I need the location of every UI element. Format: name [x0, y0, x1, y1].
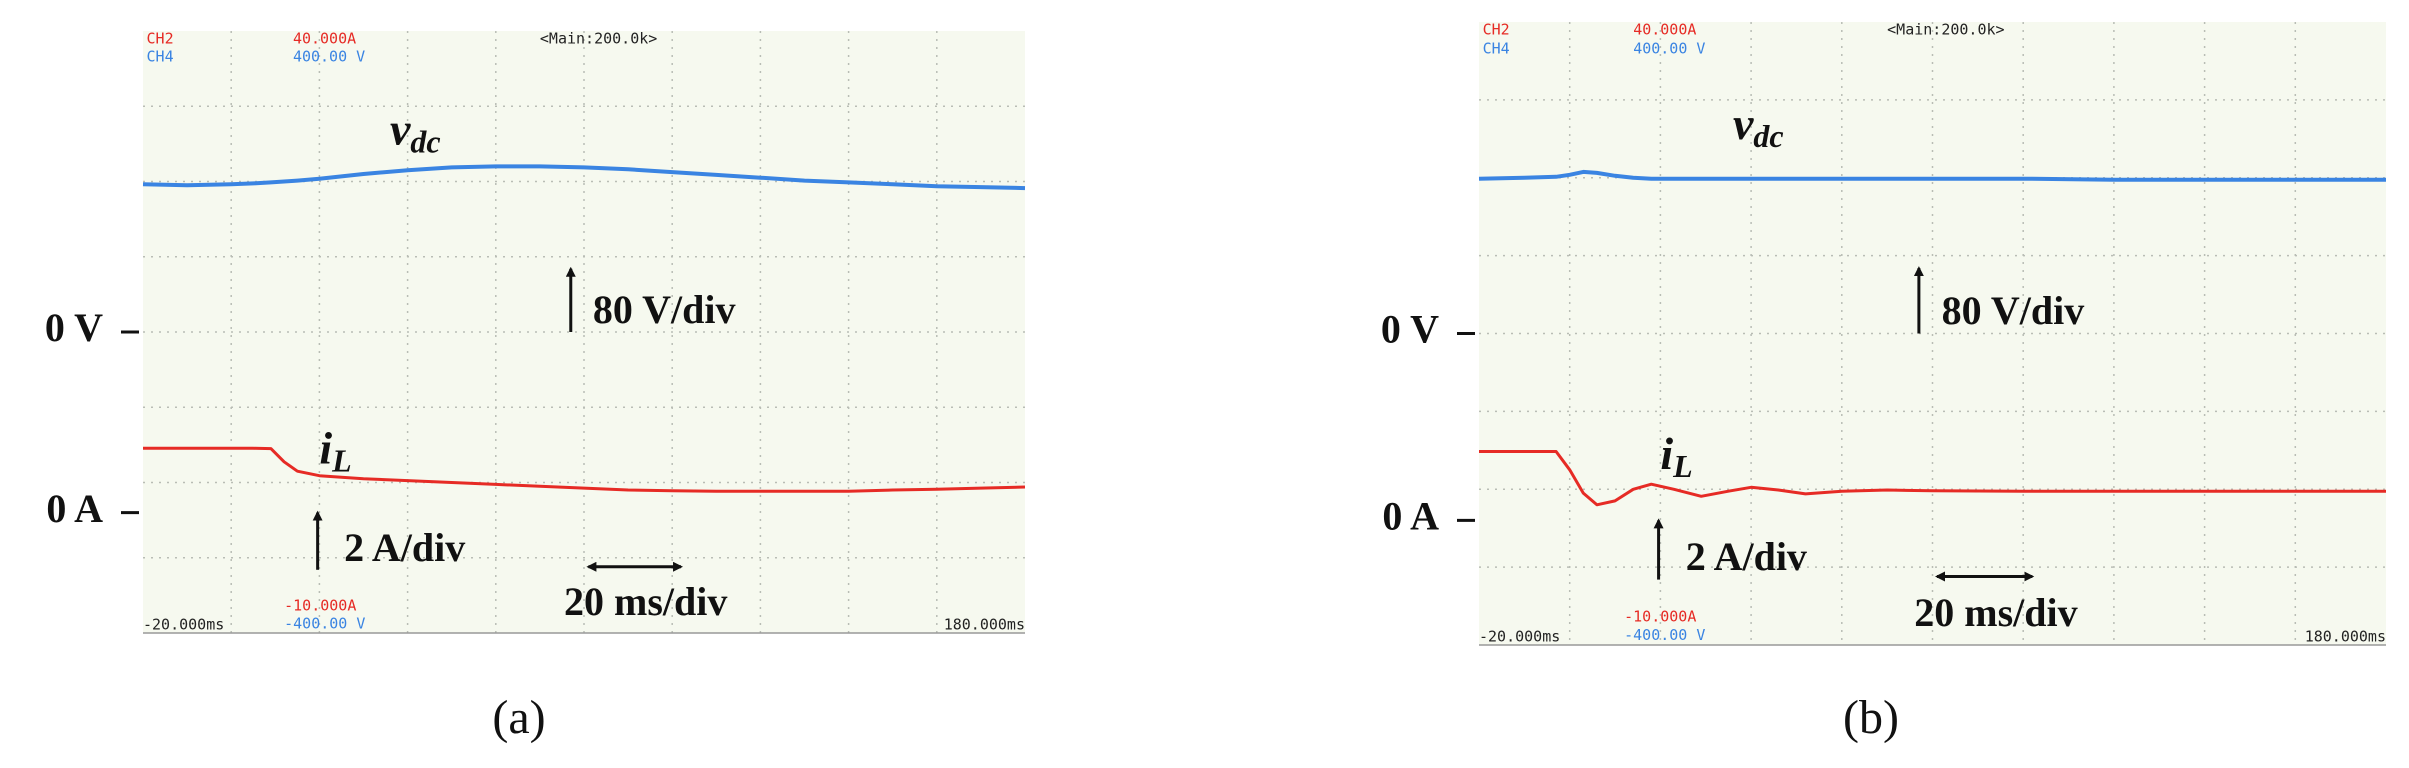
scope-panel: CH2 40.000A CH4 400.00 V <Main:200.0k> -10.00…: [1381, 21, 2386, 744]
scope-readout: CH4: [1483, 39, 1510, 57]
scope-readout: CH2: [147, 29, 174, 47]
trace: [1478, 169, 2386, 182]
trace-label: vdc: [1733, 97, 1784, 154]
trace-label: iL: [319, 422, 351, 479]
scope-readout: 40.000A: [293, 29, 356, 47]
trace-label-sub: dc: [410, 124, 440, 160]
scope-readout: -400.00 V: [284, 614, 365, 632]
scope-readout: -400.00 V: [1624, 626, 1705, 644]
trace-label: vdc: [390, 103, 441, 160]
panel-label: (a): [492, 691, 545, 744]
scope-readout: <Main:200.0k>: [1887, 21, 2004, 39]
trace: [142, 164, 1026, 191]
y-tick-label: 0 A: [1382, 494, 1439, 539]
x-tick-label: -20.000ms: [143, 616, 224, 634]
trace-label-main: i: [1660, 428, 1673, 479]
y-tick-label: 0 V: [45, 305, 103, 350]
scale-annotation: 20 ms/div: [564, 579, 727, 624]
scale-annotation: 2 A/div: [1686, 534, 1807, 579]
trace-label-sub: dc: [1753, 118, 1783, 154]
scope-readout: 400.00 V: [1633, 39, 1705, 57]
trace: [143, 446, 1026, 493]
scope-readout: 400.00 V: [293, 47, 365, 65]
trace-label-main: i: [319, 422, 332, 473]
x-tick-label: -20.000ms: [1479, 628, 1560, 646]
trace: [1479, 450, 2386, 507]
y-tick-label: 0 A: [46, 486, 103, 531]
scale-annotation: 2 A/div: [344, 525, 465, 570]
scale-annotation: 80 V/div: [1942, 288, 2085, 333]
scope-readout: 40.000A: [1633, 21, 1696, 39]
trace-label-main: v: [390, 103, 411, 154]
scope-readout: -10.000A: [284, 596, 356, 614]
scope-panel: CH2 40.000A CH4 400.00 V <Main:200.0k> -10.00…: [45, 29, 1026, 744]
scope-readout: <Main:200.0k>: [540, 29, 657, 47]
panel-label: (b): [1843, 691, 1899, 744]
scope-screen: [1479, 22, 2386, 645]
scale-annotation: 20 ms/div: [1914, 590, 2077, 635]
scope-readout: CH2: [1483, 21, 1510, 39]
trace-label: iL: [1660, 428, 1692, 485]
scope-readout: CH4: [147, 47, 174, 65]
x-tick-label: 180.000ms: [944, 616, 1025, 634]
trace-label-sub: L: [331, 443, 352, 479]
y-tick-label: 0 V: [1381, 307, 1439, 352]
scale-annotation: 80 V/div: [593, 287, 736, 332]
trace-label-main: v: [1733, 97, 1754, 148]
scope-readout: -10.000A: [1624, 607, 1696, 625]
x-tick-label: 180.000ms: [2305, 628, 2386, 646]
trace-label-sub: L: [1672, 448, 1693, 484]
